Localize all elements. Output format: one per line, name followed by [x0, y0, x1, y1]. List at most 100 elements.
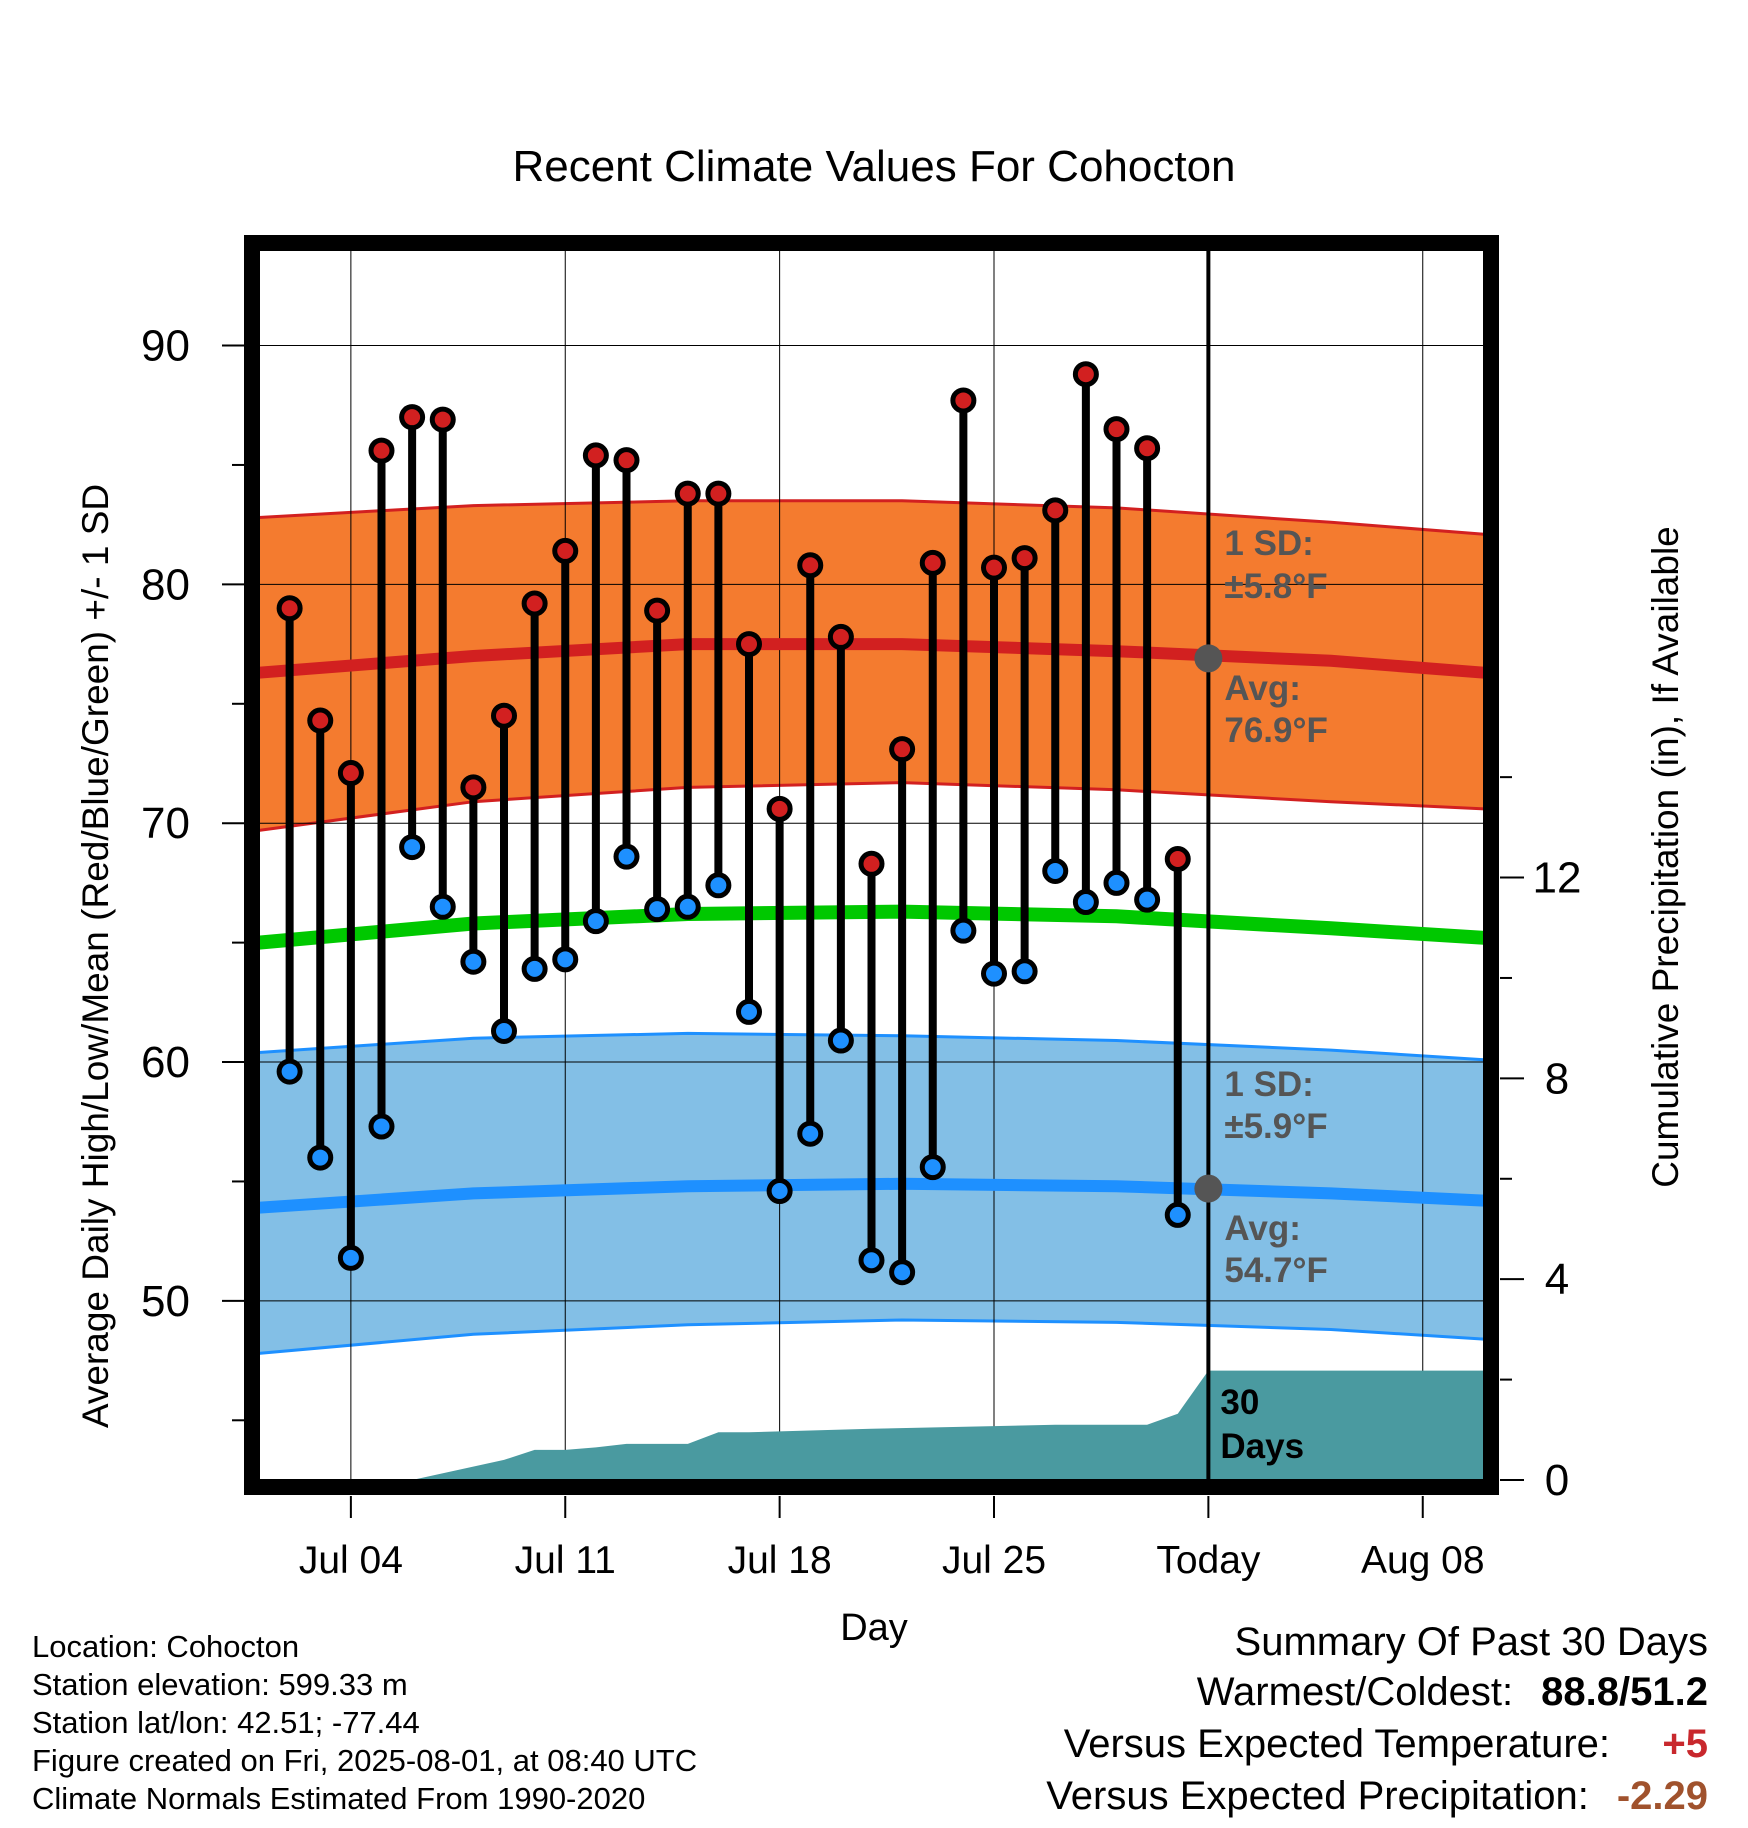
temp-departure-label: Versus Expected Temperature:	[1063, 1722, 1610, 1766]
coldest-value: 51.2	[1630, 1670, 1708, 1714]
location-text: Location: Cohocton	[32, 1629, 300, 1664]
daily-high-point	[337, 760, 364, 787]
warm-cold-label: Warmest/Coldest:	[1196, 1670, 1514, 1714]
station-info: Location: Cohocton Station elevation: 59…	[32, 1628, 697, 1818]
high-avg-line	[258, 638, 1485, 679]
warm-cold-value: 88.8/51.2	[1541, 1666, 1708, 1718]
y-tick-label: 70	[141, 799, 190, 848]
daily-low-point	[736, 998, 762, 1025]
daily-low-point	[1103, 869, 1130, 896]
daily-low-point	[368, 1113, 395, 1140]
daily-high-point	[827, 623, 854, 650]
plot-frame	[244, 235, 1499, 1495]
high-sd-label: 1 SD:	[1224, 524, 1313, 563]
temp-departure-value: +5	[1662, 1722, 1708, 1766]
normals-text: Climate Normals Estimated From 1990-2020	[32, 1781, 646, 1816]
daily-low-point	[521, 955, 548, 982]
low-avg-value: 54.7°F	[1224, 1251, 1328, 1290]
today-high-avg-marker	[1194, 644, 1223, 673]
precip-days-number: 30	[1220, 1383, 1259, 1422]
daily-low-point	[981, 960, 1007, 987]
daily-low-point	[1072, 889, 1099, 916]
warm-cold-row: Warmest/Coldest: 88.8/51.2	[1046, 1666, 1708, 1718]
daily-low-point	[827, 1027, 854, 1054]
daily-low-point	[1134, 886, 1161, 913]
y2-tick-label: 0	[1545, 1456, 1569, 1505]
precip-departure-value: -2.29	[1616, 1774, 1708, 1818]
high-avg-value: 76.9°F	[1224, 711, 1328, 750]
high-sd-upper-line	[258, 499, 1485, 536]
daily-high-point	[644, 597, 671, 624]
chart-title: Recent Climate Values For Cohocton	[512, 142, 1235, 191]
daily-high-point	[491, 702, 517, 729]
daily-high-point	[919, 549, 946, 576]
daily-high-point	[1011, 545, 1038, 572]
x-tick-label: Jul 18	[728, 1539, 832, 1582]
daily-high-point	[889, 736, 916, 763]
daily-high-point	[858, 850, 885, 877]
daily-high-point	[460, 774, 487, 801]
daily-low-point	[460, 948, 487, 975]
daily-low-point	[1042, 857, 1069, 884]
daily-high-point	[736, 631, 762, 658]
daily-high-point	[1134, 435, 1161, 462]
x-axis-label: Day	[840, 1607, 908, 1649]
daily-low-point	[950, 917, 977, 944]
x-tick-label: Aug 08	[1361, 1539, 1485, 1582]
daily-low-point	[582, 908, 609, 935]
daily-low-point	[307, 1144, 334, 1171]
daily-high-point	[1072, 361, 1099, 388]
daily-high-point	[1042, 497, 1069, 524]
daily-high-point	[1103, 416, 1130, 443]
daily-low-point	[613, 843, 640, 870]
daily-low-point	[797, 1120, 824, 1147]
today-low-avg-marker	[1194, 1174, 1223, 1203]
daily-high-point	[797, 552, 824, 579]
daily-low-point	[491, 1017, 517, 1044]
daily-low-point	[337, 1244, 364, 1271]
daily-low-point	[399, 834, 426, 861]
daily-low-point	[705, 872, 732, 899]
y2-axis-label: Cumulative Precipitation (in), If Availa…	[1645, 526, 1686, 1188]
low-sd-value: ±5.9°F	[1224, 1107, 1327, 1146]
y-tick-label: 60	[141, 1038, 190, 1087]
daily-low-point	[766, 1178, 793, 1205]
daily-high-point	[766, 795, 793, 822]
daily-high-point	[429, 406, 456, 433]
daily-high-point	[981, 554, 1007, 581]
created-text: Figure created on Fri, 2025-08-01, at 08…	[32, 1743, 698, 1778]
daily-low-point	[276, 1058, 303, 1085]
warm-cold-separator: /	[1619, 1670, 1631, 1714]
daily-low-point	[889, 1259, 916, 1286]
daily-high-point	[613, 447, 640, 474]
y-tick-label: 50	[141, 1277, 190, 1326]
summary-panel: Summary Of Past 30 Days Warmest/Coldest:…	[1046, 1618, 1708, 1822]
high-avg-label: Avg:	[1224, 669, 1300, 708]
low-avg-label: Avg:	[1224, 1209, 1300, 1248]
temp-departure-row: Versus Expected Temperature: +5	[1046, 1718, 1708, 1770]
precip-days-label: Days	[1220, 1427, 1304, 1466]
daily-low-point	[1011, 958, 1038, 985]
daily-low-point	[1164, 1201, 1191, 1228]
daily-high-point	[307, 707, 334, 734]
low-sd-label: 1 SD:	[1224, 1065, 1313, 1104]
precip-departure-row: Versus Expected Precipitation: -2.29	[1046, 1770, 1708, 1822]
daily-low-point	[674, 893, 701, 920]
daily-high-point	[674, 480, 701, 507]
y2-tick-label: 8	[1545, 1054, 1569, 1103]
x-tick-label: Jul 04	[299, 1539, 403, 1582]
summary-title: Summary Of Past 30 Days	[1234, 1620, 1708, 1664]
latlon-text: Station lat/lon: 42.51; -77.44	[32, 1705, 420, 1740]
x-tick-label: Jul 25	[942, 1539, 1046, 1582]
warmest-value: 88.8	[1541, 1670, 1620, 1714]
daily-low-point	[429, 893, 456, 920]
daily-high-point	[705, 480, 732, 507]
daily-high-point	[368, 437, 395, 464]
daily-high-point	[582, 442, 609, 469]
daily-low-point	[552, 946, 579, 973]
precip-departure-label: Versus Expected Precipitation:	[1046, 1774, 1589, 1818]
y-tick-label: 90	[141, 322, 190, 371]
daily-high-point	[521, 590, 548, 617]
daily-high-point	[552, 537, 579, 564]
